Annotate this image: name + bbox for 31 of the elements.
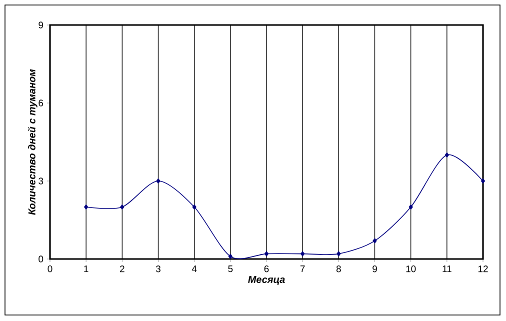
point [156, 178, 160, 184]
x-tick-label: 10 [406, 266, 416, 272]
point [120, 204, 124, 210]
x-tick-label: 6 [264, 266, 269, 272]
x-tick-label: 9 [372, 266, 377, 272]
x-tick-label: 2 [120, 266, 124, 272]
x-tick-label: 1 [84, 266, 88, 272]
point [372, 238, 377, 244]
y-tick-label: 9 [38, 22, 44, 28]
x-tick-label: 8 [336, 266, 341, 272]
point [264, 251, 269, 256]
x-tick-label: 5 [228, 266, 233, 272]
y-tick-label: 3 [38, 178, 44, 184]
x-tick-label: 3 [156, 266, 160, 272]
point [192, 204, 196, 210]
y-tick-label: 6 [38, 100, 44, 106]
point [444, 152, 449, 158]
x-tick-label: 11 [442, 266, 452, 272]
point [300, 251, 305, 256]
x-tick-label: 12 [478, 266, 488, 272]
y-tick-label: 0 [38, 256, 44, 262]
x-axis-title: Месяца [248, 276, 285, 285]
x-tick-label: 4 [192, 266, 197, 272]
point [228, 254, 232, 259]
point [480, 178, 486, 184]
point [408, 204, 413, 210]
y-axis-title: Количество дней с туманом [28, 69, 38, 215]
x-tick-label: 0 [48, 266, 52, 272]
x-tick-label: 7 [300, 266, 305, 272]
point [336, 251, 341, 256]
point [84, 204, 88, 210]
